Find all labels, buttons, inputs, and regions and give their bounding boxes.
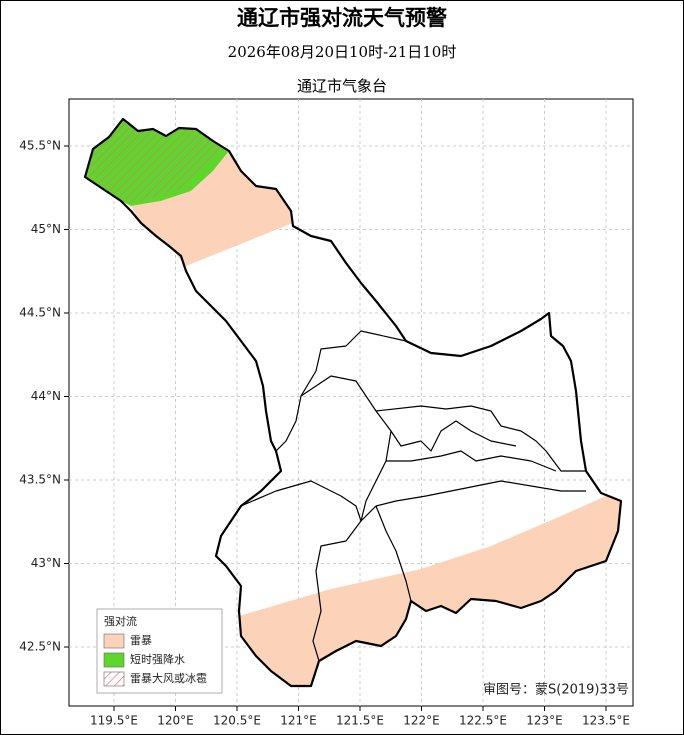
x-tick-label: 121°E [280,714,317,728]
y-tick-label: 44°N [31,389,61,403]
legend-label: 雷暴 [130,634,152,647]
hail-area [85,119,223,204]
title: 通辽市强对流天气预警 [237,6,447,30]
legend-label: 短时强降水 [130,652,185,666]
approval: 审图号：蒙S(2019)33号 [483,683,629,698]
x-tick-label: 121.5°E [336,714,384,728]
x-tick-label: 123.5°E [582,714,630,728]
y-tick-label: 43°N [31,556,61,570]
thunder-area-south [239,496,621,686]
legend-title: 强对流 [104,614,137,628]
city-border [83,117,623,688]
county-borders [240,330,586,662]
x-tick-label: 120.5°E [213,714,261,728]
y-tick-label: 43.5°N [19,473,61,487]
x-tick-label: 119.5°E [90,714,138,728]
legend-swatch [103,671,125,687]
y-tick-label: 44.5°N [19,306,61,320]
x-tick-label: 122.5°E [459,714,507,728]
y-tick-label: 45°N [31,222,61,236]
y-tick-label: 45.5°N [19,139,61,153]
legend-swatch [103,633,125,649]
legend-label: 雷暴大风或冰雹 [130,671,207,685]
x-tick-label: 123°E [526,714,563,728]
thunder-area-north [131,151,293,266]
issuer: 通辽市气象台 [297,77,387,95]
subtitle: 2026年08月20日10时-21日10时 [228,43,457,61]
x-tick-label: 122°E [403,714,440,728]
legend-swatch [103,652,125,668]
x-tick-label: 120°E [157,714,194,728]
y-tick-label: 42.5°N [19,640,61,654]
